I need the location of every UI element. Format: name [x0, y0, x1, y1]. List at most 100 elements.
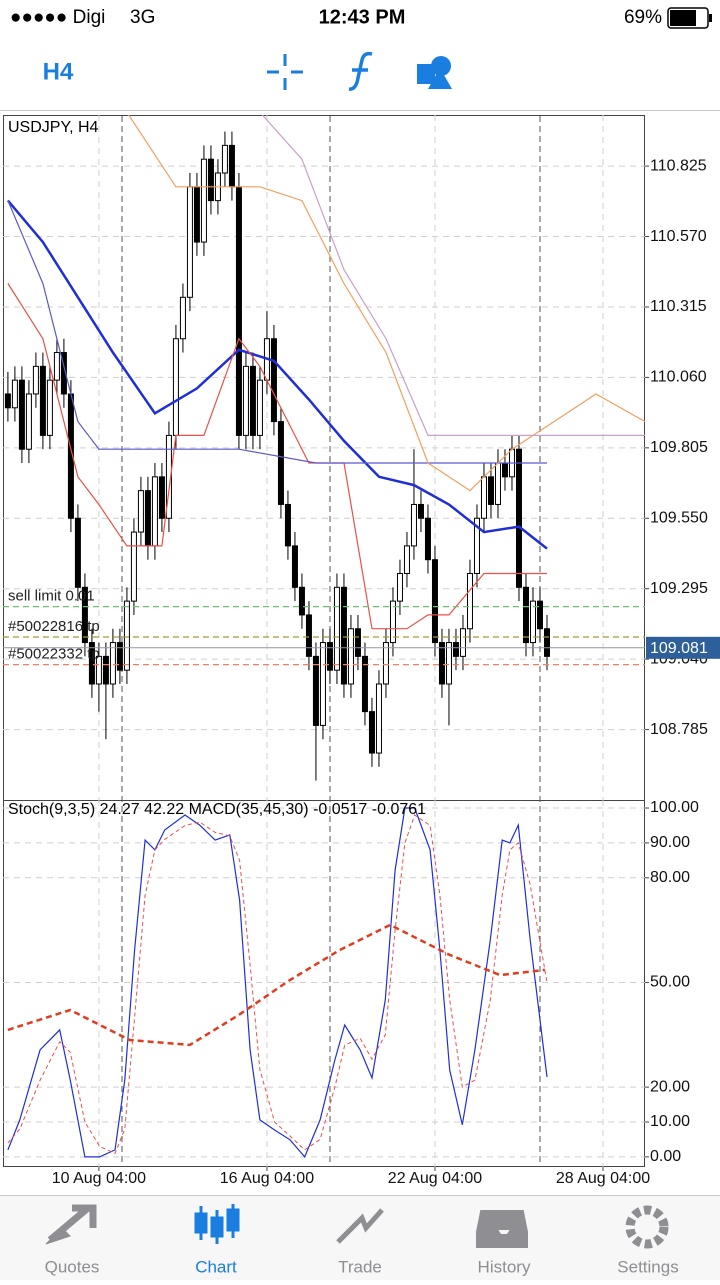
candle-body: [95, 655, 102, 685]
y-tick-label: 110.825: [650, 157, 707, 174]
candle-body: [179, 296, 186, 340]
candle-body: [305, 614, 312, 657]
candle-body: [228, 144, 235, 188]
x-tick-label: 16 Aug 04:00: [220, 1170, 314, 1187]
indicator-line: [7, 814, 548, 1155]
x-tick-label: 28 Aug 04:00: [556, 1170, 650, 1187]
history-icon[interactable]: [476, 1210, 528, 1248]
order-label: #50022816 tp: [8, 618, 100, 635]
y-tick-label: 0.00: [650, 1148, 681, 1165]
tab-label[interactable]: Trade: [338, 1257, 382, 1276]
candle-body: [459, 628, 466, 657]
candle-body: [529, 600, 536, 644]
candle-body: [431, 559, 438, 644]
candle-body: [487, 476, 494, 505]
oscillator-title: Stoch(9,3,5) 24.27 42.22 MACD(35,45,30) …: [8, 801, 426, 818]
candle-body: [312, 655, 319, 726]
candle-body: [410, 503, 417, 547]
timeframe-button[interactable]: H4: [43, 58, 74, 85]
candle-body: [172, 338, 179, 436]
battery-icon: [667, 7, 709, 29]
candle-body: [424, 517, 431, 561]
candle-body: [291, 545, 298, 588]
crosshair-button[interactable]: [267, 54, 303, 90]
candle-body: [494, 462, 501, 505]
candle-body: [354, 628, 361, 657]
tab-label[interactable]: History: [478, 1257, 531, 1276]
candle-body: [165, 434, 172, 519]
tab-label[interactable]: Quotes: [45, 1257, 100, 1276]
candle-body: [361, 655, 368, 713]
candle-body: [270, 338, 277, 423]
candle-body: [221, 144, 228, 174]
candle-body: [60, 352, 67, 395]
candle-body: [543, 628, 550, 657]
y-tick-label: 110.315: [650, 298, 707, 315]
tab-label[interactable]: Chart: [195, 1257, 237, 1276]
y-tick-label: 10.00: [650, 1113, 690, 1130]
settings-icon[interactable]: [625, 1205, 669, 1249]
tab-label[interactable]: Settings: [617, 1257, 678, 1276]
current-price-box: [646, 636, 720, 659]
order-label: #50022332 tp: [8, 646, 100, 663]
candle-body: [123, 600, 130, 671]
quotes-icon[interactable]: [45, 1204, 97, 1245]
y-tick-label: 109.295: [650, 580, 708, 597]
trade-icon[interactable]: [336, 1208, 384, 1244]
candle-body: [46, 379, 53, 436]
candle-body: [522, 586, 529, 644]
price-plot: [3, 115, 645, 800]
candle-body: [88, 642, 95, 685]
candle-body: [109, 642, 116, 685]
candle-body: [319, 642, 326, 726]
candle-body: [340, 586, 347, 685]
x-tick-label: 22 Aug 04:00: [388, 1170, 482, 1187]
candle-body: [368, 711, 375, 754]
indicators-button[interactable]: [348, 51, 373, 91]
candle-body: [375, 683, 382, 754]
candle-body: [501, 462, 508, 478]
candle-body: [403, 545, 410, 575]
candle-body: [193, 186, 200, 243]
candle-body: [39, 365, 46, 436]
candle-body: [242, 365, 249, 436]
x-tick-label: 10 Aug 04:00: [52, 1170, 146, 1187]
candle-body: [452, 642, 459, 657]
candle-body: [130, 531, 137, 602]
indicator-line: [7, 283, 547, 630]
candle-body: [389, 600, 396, 644]
candle-body: [137, 490, 144, 533]
candle-body: [445, 642, 452, 685]
candle-body: [74, 517, 81, 588]
candle-body: [4, 393, 11, 409]
candle-body: [396, 573, 403, 602]
objects-button[interactable]: [417, 56, 452, 89]
candle-body: [235, 186, 242, 436]
period-separators: [121, 116, 541, 1166]
candle-body: [207, 158, 214, 202]
chart-icon[interactable]: [194, 1204, 240, 1244]
indicator-line: [7, 923, 546, 1047]
oscillator-plot: [3, 800, 645, 1167]
candle-body: [200, 158, 207, 243]
y-tick-label: 90.00: [650, 834, 690, 851]
current-price-label: 109.081: [650, 640, 708, 657]
battery-tip: [709, 14, 712, 22]
battery-level: 69%: [624, 7, 662, 28]
candle-body: [438, 642, 445, 685]
indicator-line: [128, 115, 645, 492]
candle-body: [158, 476, 165, 519]
y-tick-label: 50.00: [650, 974, 690, 991]
candle-body: [473, 517, 480, 575]
indicator-line: [261, 115, 645, 436]
candle-body: [333, 586, 340, 671]
battery-fill: [670, 10, 696, 26]
y-tick-label: 20.00: [650, 1078, 690, 1095]
candle-body: [347, 628, 354, 685]
indicator-line: [6, 199, 548, 550]
candle-body: [256, 379, 263, 436]
y-tick-label: 100.00: [650, 799, 699, 816]
candle-body: [277, 421, 284, 505]
